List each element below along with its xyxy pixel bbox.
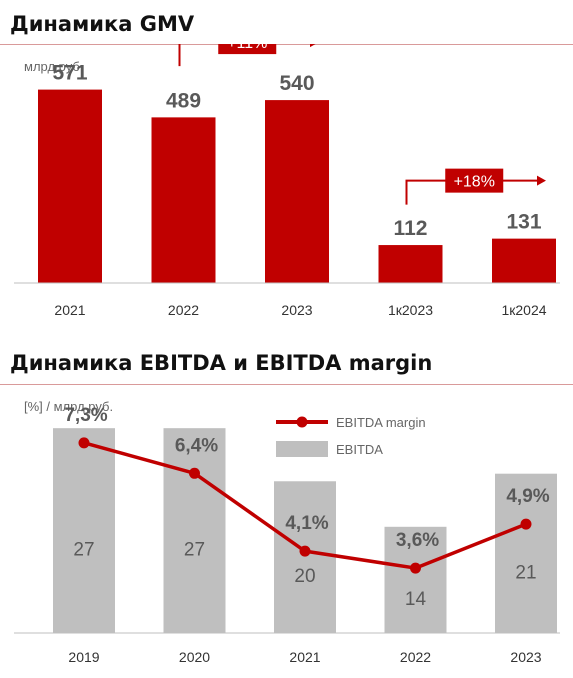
gmv-bar-1к2024	[492, 238, 556, 283]
gmv-growth-arrow-1	[178, 44, 181, 67]
ebitda-margin-point-2019	[78, 437, 90, 449]
gmv-growth-arrowhead-2	[537, 175, 546, 186]
ebitda-margin-label-2021: 4,1%	[285, 513, 328, 534]
gmv-chart: 571 2021 489 2022 540 2023 112 1к2023 131 1к2024 +…	[14, 44, 560, 318]
legend-margin-label: EBITDA margin	[336, 415, 426, 430]
gmv-growth-arrowhead-1	[310, 44, 316, 48]
ebitda-title-rule	[0, 384, 573, 385]
ebitda-bar-2021	[274, 481, 336, 633]
gmv-growth-badge-2	[445, 168, 504, 193]
gmv-bar-2023	[265, 100, 329, 283]
gmv-value-label-2022: 489	[166, 89, 201, 112]
ebitda-x-tick-2023: 2023	[510, 649, 541, 665]
ebitda-margin-label-2020: 6,4%	[175, 435, 218, 456]
ebitda-bar-2020	[163, 428, 226, 633]
ebitda-x-tick-2020: 2020	[179, 649, 210, 665]
ebitda-margin-label-2022: 3,6%	[396, 530, 439, 551]
gmv-bar-2022	[151, 117, 216, 283]
gmv-x-tick-1к2023: 1к2023	[388, 302, 433, 318]
legend-ebitda-label: EBITDA	[336, 442, 383, 457]
ebitda-x-tick-2019: 2019	[68, 649, 99, 665]
ebitda-margin-point-2021	[299, 545, 311, 557]
ebitda-value-label-2021: 20	[294, 566, 315, 587]
ebitda-bar-2022	[384, 526, 447, 633]
legend-margin-marker	[296, 416, 308, 428]
gmv-value-label-1к2023: 112	[394, 217, 428, 240]
gmv-bar-2021	[38, 89, 102, 283]
gmv-x-tick-2022: 2022	[168, 302, 199, 318]
gmv-value-label-2023: 540	[279, 72, 314, 95]
ebitda-x-tick-2021: 2021	[289, 649, 320, 665]
ebitda-chart-title: Динамика EBITDA и EBITDA margin	[10, 351, 433, 375]
ebitda-margin-point-2020	[189, 467, 200, 479]
ebitda-bar-2023	[495, 473, 557, 633]
legend-ebitda-swatch	[276, 441, 328, 457]
ebitda-value-label-2023: 21	[515, 562, 536, 583]
gmv-bar-1к2023	[378, 245, 443, 283]
gmv-x-tick-1к2024: 1к2024	[501, 302, 546, 318]
ebitda-chart: 2720192720202020211420222120237,3%6,4%4,…	[14, 405, 560, 665]
gmv-chart-title: Динамика GMV	[10, 12, 195, 36]
gmv-growth-label-2: +18%	[454, 174, 495, 191]
ebitda-margin-point-2022	[410, 562, 421, 574]
gmv-value-label-1к2024: 131	[506, 211, 541, 234]
gmv-title-rule	[0, 44, 573, 45]
ebitda-margin-label-2019: 7,3%	[64, 405, 107, 426]
ebitda-value-label-2022: 14	[405, 589, 427, 610]
gmv-x-tick-2023: 2023	[281, 302, 312, 318]
ebitda-margin-point-2023	[520, 518, 532, 530]
ebitda-value-label-2019: 27	[73, 540, 94, 561]
ebitda-margin-label-2023: 4,9%	[506, 486, 549, 507]
gmv-value-label-2021: 571	[52, 62, 87, 85]
gmv-unit-label: млрд руб.	[24, 59, 84, 74]
ebitda-x-tick-2022: 2022	[400, 649, 431, 665]
ebitda-bar-2019	[53, 428, 115, 633]
ebitda-value-label-2020: 27	[184, 540, 205, 561]
ebitda-unit-label: [%] / млрд руб.	[24, 399, 114, 414]
gmv-x-tick-2021: 2021	[54, 302, 85, 318]
gmv-growth-label-1: +11%	[227, 44, 267, 52]
gmv-growth-badge-1	[218, 44, 277, 55]
